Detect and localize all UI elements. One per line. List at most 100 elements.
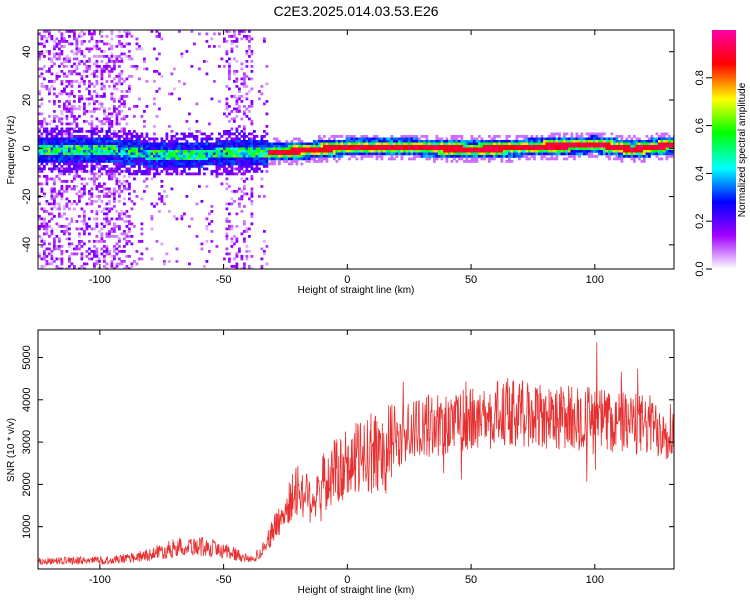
spectrogram-cell	[98, 157, 101, 161]
spectrogram-cell	[103, 240, 106, 243]
spectrogram-cell	[115, 147, 119, 151]
spectrogram-cell	[185, 152, 189, 156]
spectrogram-cell	[40, 52, 44, 56]
spectrogram-cell	[188, 157, 191, 161]
spectrogram-cell	[93, 157, 96, 161]
spectrogram-cell	[155, 167, 159, 171]
spectrogram-cell	[95, 217, 99, 221]
spectrogram-cell	[263, 130, 266, 133]
spectrogram-cell	[293, 147, 296, 151]
spectrogram-cell	[220, 157, 224, 161]
spectrogram-cell	[48, 50, 51, 53]
spectrogram-cell	[143, 60, 146, 63]
spectrogram-cell	[463, 160, 466, 163]
spectrogram-cell	[78, 115, 81, 118]
spectrogram-cell	[378, 147, 381, 151]
spectrogram-cell	[65, 122, 69, 126]
spectrogram-cell	[208, 122, 211, 126]
spectrogram-cell	[103, 50, 106, 53]
spectrogram-cell	[630, 152, 634, 156]
spectrogram-cell	[458, 140, 461, 143]
spectrogram-cell	[258, 157, 261, 161]
spectrogram-cell	[243, 172, 246, 176]
spectrogram-cell	[95, 255, 99, 258]
spectrogram-cell	[193, 157, 196, 161]
spectrogram-cell	[135, 145, 139, 148]
spectrogram-cell	[360, 157, 364, 161]
spectrogram-cell	[480, 150, 484, 153]
spectrogram-cell	[360, 150, 364, 153]
spectrogram-cell	[190, 132, 194, 136]
spectrogram-cell	[73, 80, 76, 83]
spectrogram-cell	[400, 137, 404, 141]
spectrogram-cell	[140, 232, 144, 236]
spectrogram-cell	[88, 40, 91, 43]
spectrogram-cell	[63, 230, 66, 233]
spectrogram-cell	[118, 167, 121, 171]
spectrogram-cell	[643, 155, 646, 158]
spectrogram-cell	[50, 217, 54, 221]
spectrogram-cell	[55, 207, 59, 211]
spectrogram-cell	[295, 147, 299, 151]
spectrogram-cell	[130, 160, 134, 163]
spectrogram-cell	[105, 55, 109, 58]
spectrogram-cell	[243, 142, 246, 146]
spectrogram-cell	[108, 230, 111, 233]
spectrogram-cell	[238, 205, 241, 208]
spectrogram-cell	[105, 192, 109, 196]
spectrogram-cell	[208, 145, 211, 148]
spectrogram-cell	[78, 95, 81, 98]
spectrogram-cell	[188, 150, 191, 153]
spectrogram-cell	[58, 245, 61, 248]
spectrogram-cell	[573, 145, 576, 148]
spectrogram-cell	[173, 215, 176, 218]
spectrogram-cell	[235, 155, 239, 158]
spectrogram-cell	[365, 142, 369, 146]
spectrogram-cell	[420, 147, 424, 151]
spectrogram-cell	[633, 140, 636, 143]
spectrogram-cell	[75, 80, 79, 83]
spectrogram-cell	[48, 30, 51, 33]
spectrogram-cell	[408, 135, 411, 138]
spectrogram-cell	[278, 142, 281, 146]
spectrogram-cell	[148, 157, 151, 161]
spectrogram-cell	[83, 167, 86, 171]
spectrogram-cell	[595, 132, 599, 136]
spectrogram-cell	[103, 217, 106, 221]
spectrogram-cell	[178, 147, 181, 151]
spectrogram-cell	[640, 140, 644, 143]
spectrogram-cell	[198, 32, 201, 36]
spectrogram-cell	[555, 157, 559, 161]
spectrogram-cell	[113, 100, 116, 103]
spectrogram-cell	[110, 255, 114, 258]
spectrogram-cell	[560, 142, 564, 146]
spectrogram-cell	[218, 45, 221, 48]
spectrogram-cell	[455, 140, 459, 143]
spectrogram-cell	[180, 157, 184, 161]
spectrogram-cell	[43, 65, 46, 68]
spectrogram-cell	[63, 87, 66, 91]
spectrogram-cell	[113, 132, 116, 136]
spectrogram-cell	[255, 142, 259, 146]
spectrogram-cell	[113, 162, 116, 166]
spectrogram-cell	[133, 65, 136, 68]
spectrogram-cell	[163, 155, 166, 158]
spectrogram-cell	[93, 127, 96, 131]
spectrogram-cell	[283, 160, 286, 163]
spectrogram-cell	[228, 132, 231, 136]
spectrogram-cell	[123, 80, 126, 83]
spectrogram-cell	[50, 37, 54, 41]
spectrogram-cell	[538, 152, 541, 156]
spectrogram-cell	[113, 110, 116, 113]
spectrogram-cell	[120, 110, 124, 113]
spectrogram-cell	[210, 205, 214, 208]
spectrogram-cell	[215, 140, 219, 143]
spectrogram-cell	[50, 170, 54, 173]
spectrogram-cell	[55, 265, 59, 268]
spectrogram-cell	[80, 40, 84, 43]
spectrogram-cell	[245, 140, 249, 143]
spectrogram-cell	[53, 247, 56, 251]
spectrogram-cell	[230, 47, 234, 51]
spectrogram-cell	[225, 145, 229, 148]
spectrogram-cell	[490, 152, 494, 156]
